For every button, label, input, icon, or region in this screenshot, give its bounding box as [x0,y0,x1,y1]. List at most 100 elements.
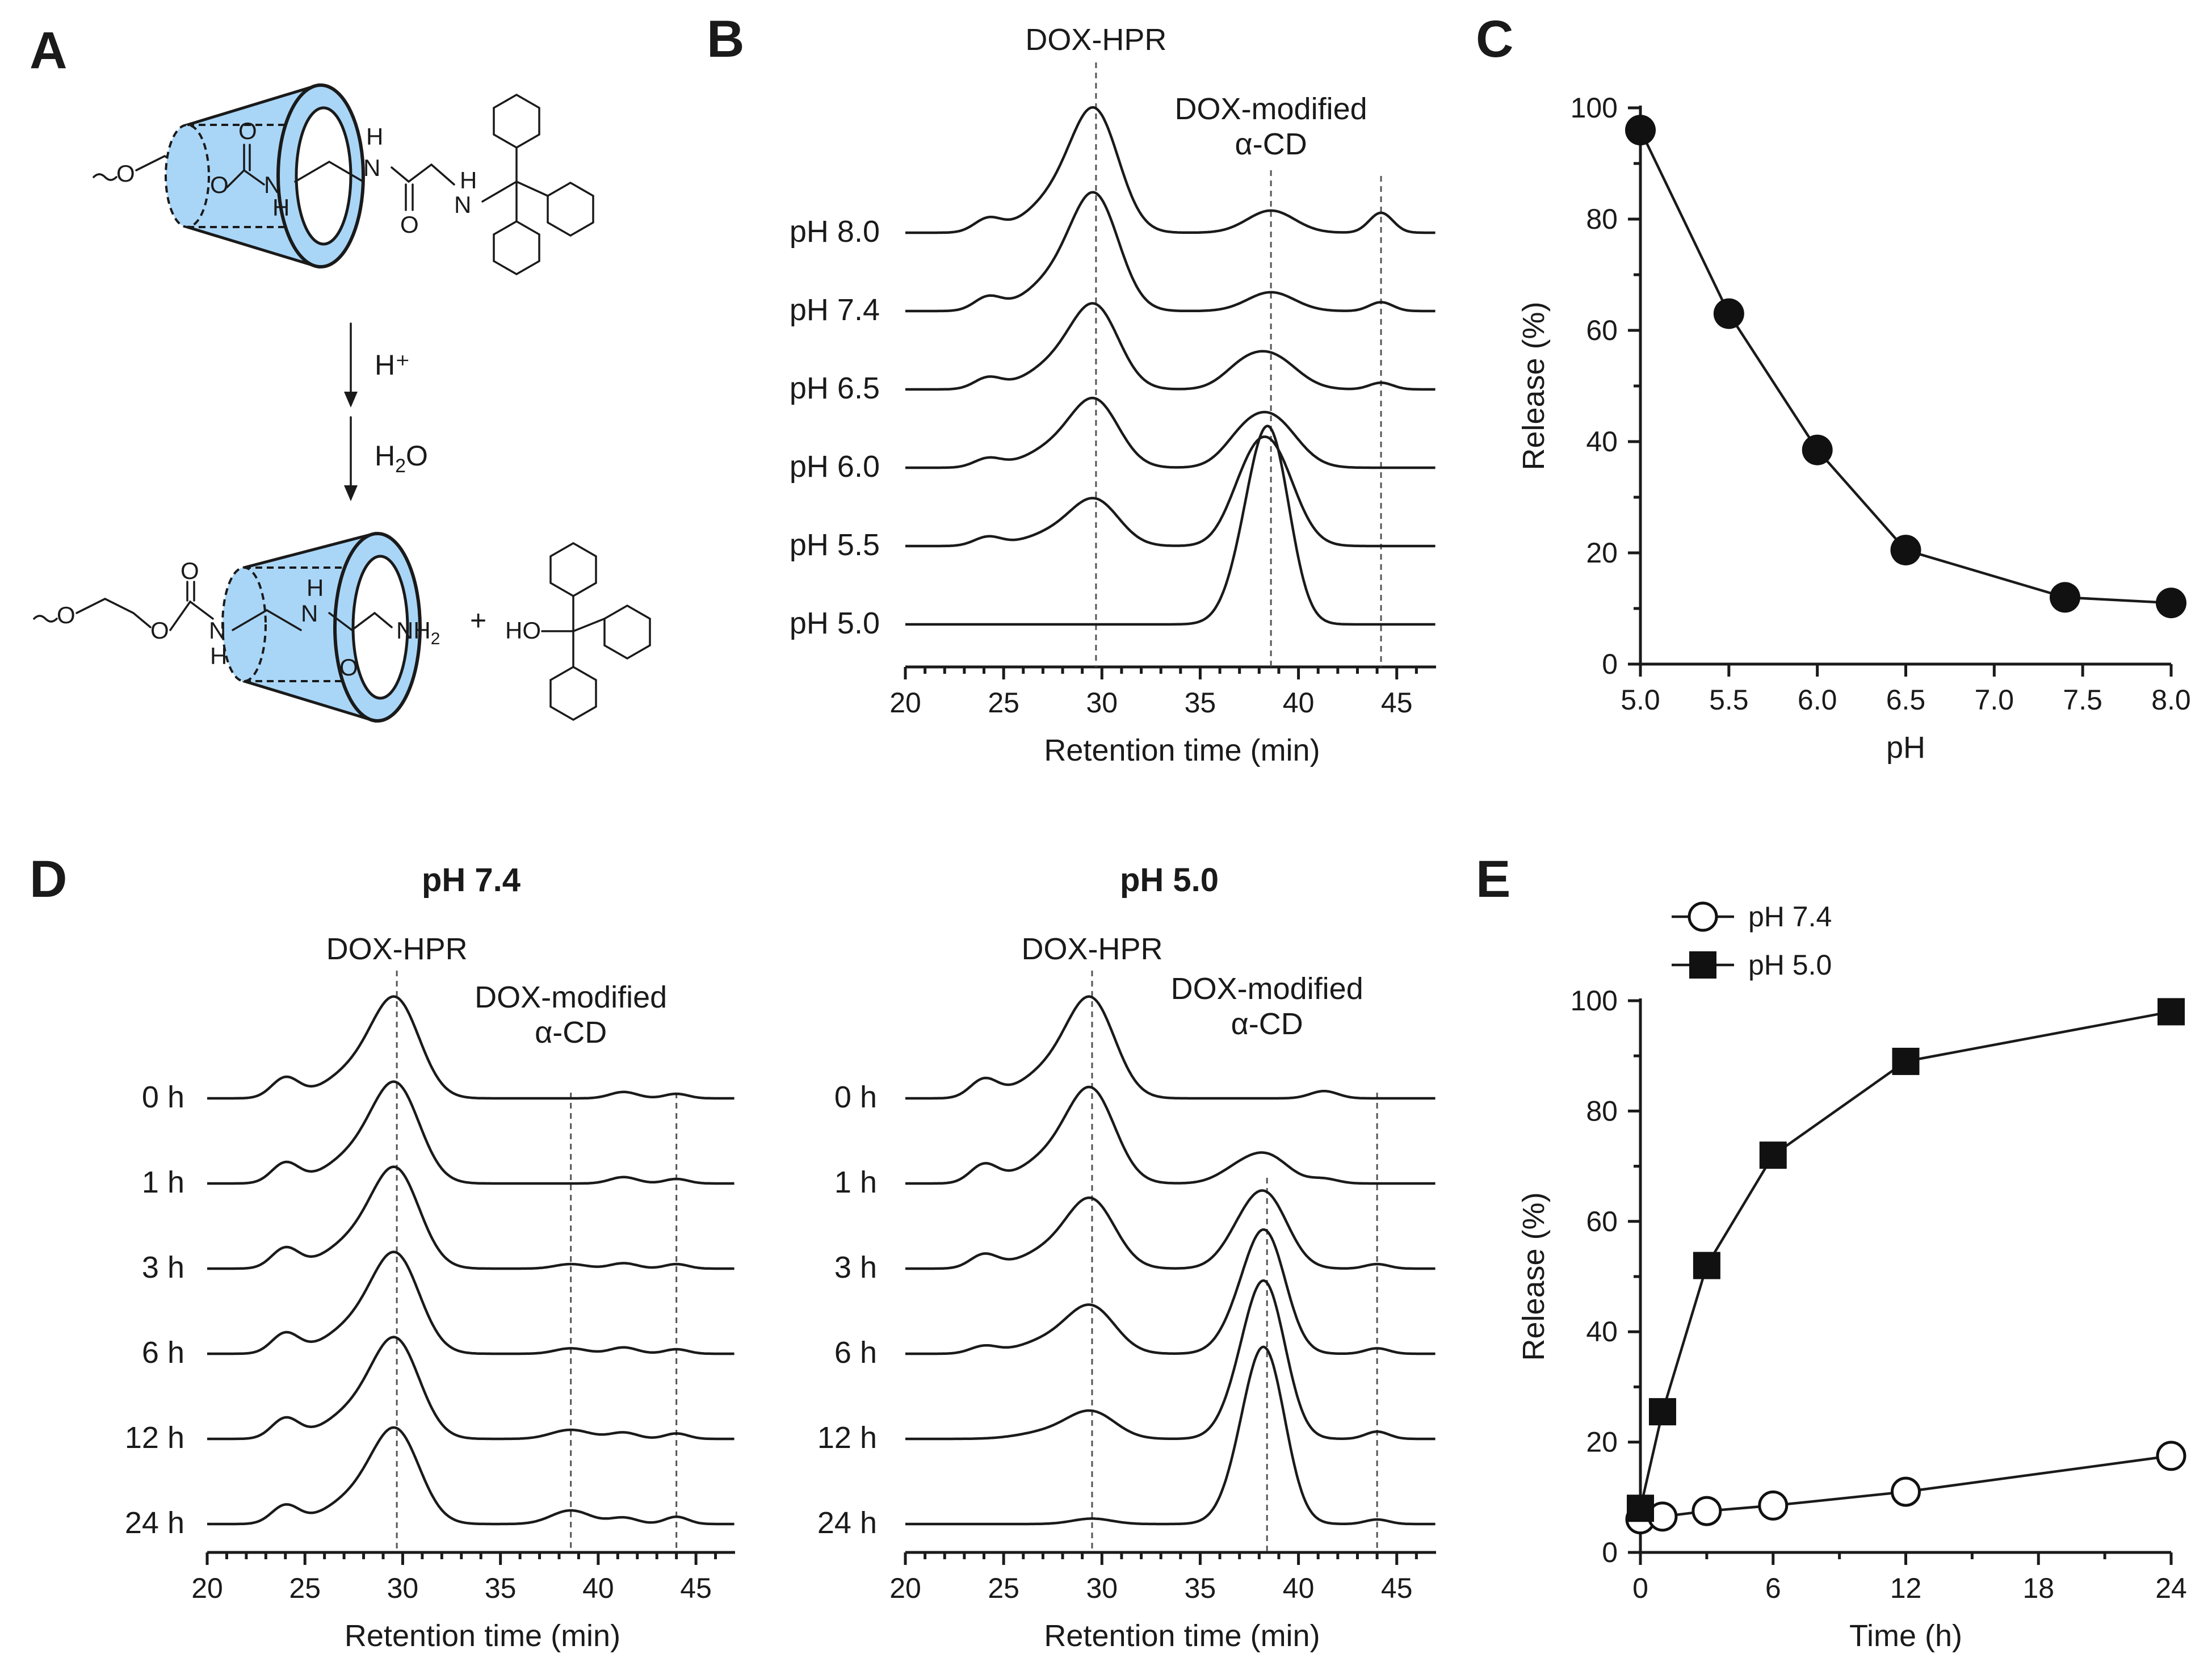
x-tick-label: 24 [2155,1572,2187,1604]
legend-marker [1688,901,1718,932]
data-point [1691,1496,1722,1526]
data-point [2156,1441,2186,1471]
wavy-bond-icon [93,173,117,181]
reagent-water: H2O [375,440,428,477]
trityl-alcohol-label: HO [505,617,541,644]
x-tick-label: 7.0 [1975,684,2014,716]
bottom-amide-bond [328,611,393,632]
data-point [1627,1495,1654,1522]
top-atom-o4: O [400,211,419,238]
trace-label: pH 6.0 [790,450,880,484]
chromatogram-trace [905,425,1436,626]
peak-label: DOX-HPR [1025,23,1166,57]
bottom-atom-h2: H [307,574,324,601]
x-tick-label: 7.5 [2063,684,2102,716]
x-tick-label: 35 [1185,1572,1216,1604]
y-tick-label: 80 [1586,1095,1618,1127]
trace-label: 24 h [817,1506,877,1540]
chromatogram-trace [207,995,734,1100]
chart-c-release-vs-ph: 0 20 40 60 80 100 5.0 5.5 6.0 6.5 7.0 7.5 8.0 pH Relea… [1517,92,2191,765]
peak-label: DOX-modified [1175,92,1367,126]
legend-marker [1689,951,1716,979]
y-axis-title: Release (%) [1517,1192,1551,1361]
plus-sign: + [470,605,486,636]
trace-label: pH 7.4 [790,293,880,327]
legend-label: pH 7.4 [1748,901,1832,933]
x-tick-label: 45 [680,1572,712,1604]
trityl-group-icon [493,93,594,276]
data-point [1759,1141,1787,1169]
wavy-bond-icon [33,615,58,623]
chromatogram-trace [905,1279,1436,1441]
y-tick-label: 20 [1586,1426,1618,1458]
bottom-ethylene-bond [232,608,302,631]
reaction-arrows: H⁺ H2O [344,322,428,501]
bottom-atom-n1: N [209,617,226,644]
chromatogram-trace [905,396,1436,469]
data-point [2050,582,2080,613]
trace-label: 24 h [125,1506,184,1540]
peak-label-line2: α-CD [535,1015,607,1050]
trace-label: 12 h [125,1421,184,1455]
data-point [2158,998,2185,1026]
data-point [1892,1047,1920,1075]
data-point [1693,1252,1720,1279]
x-tick-label: 40 [1283,1572,1315,1604]
x-tick-label: 8.0 [2151,684,2191,716]
top-trityl-bond [481,181,518,203]
x-axis-title: Time (h) [1849,1619,1962,1653]
chromatogram-trace [905,1228,1436,1355]
trace-label: 0 h [834,1080,877,1114]
x-tick-label: 35 [485,1572,517,1604]
y-tick-label: 100 [1571,985,1618,1017]
bottom-carbamate-bond [169,600,214,631]
x-tick-label: 20 [889,1572,921,1604]
bottom-atom-o2: O [150,617,169,644]
x-tick-label: 20 [889,687,921,719]
chart-d-right-hplc-time: 20 25 30 35 40 45 Retention time (min) DOX-HPR D… [817,932,1436,1653]
bottom-atom-o3: O [181,557,199,584]
data-point [2156,587,2186,619]
peak-label-line2: α-CD [1231,1007,1303,1041]
chromatogram-trace [207,1426,734,1526]
x-axis-title: Retention time (min) [345,1619,620,1653]
x-axis-title: Retention time (min) [1044,733,1320,767]
chromatogram-trace [207,1250,734,1355]
chart-d-right-title: pH 5.0 [1120,862,1219,899]
x-tick-label: 6.5 [1886,684,1926,716]
chromatogram-trace [905,302,1436,391]
trace-label: 3 h [834,1250,877,1285]
x-tick-label: 45 [1381,1572,1413,1604]
arrowhead-2 [344,485,358,501]
chart-b-hplc-vs-ph: 20 25 30 35 40 45 Retention time (min) DOX-HPR D… [790,23,1436,767]
top-atom-h1: H [272,194,289,221]
trace-label: pH 5.5 [790,528,880,562]
trityl-phenyls-icon [549,542,651,721]
peak-label-line2: α-CD [1235,127,1307,161]
panel-letter-d: D [30,850,67,908]
trityl-alcohol: HO [505,542,651,721]
panel-letter-b: B [707,10,744,68]
top-atom-n2: N [363,154,380,181]
x-tick-label: 12 [1890,1572,1922,1604]
data-point [1648,1398,1676,1426]
x-tick-label: 25 [289,1572,321,1604]
y-tick-label: 100 [1571,92,1618,124]
y-tick-label: 20 [1586,537,1618,569]
top-gly-bond [430,163,455,186]
x-tick-label: 6 [1765,1572,1781,1604]
x-tick-label: 45 [1381,687,1413,719]
top-atom-o1: O [116,160,135,187]
panel-letter-a: A [30,22,67,79]
x-tick-label: 18 [2022,1572,2054,1604]
x-tick-label: 40 [1283,687,1315,719]
panel-a-scheme: O O O N H H N O N [33,83,651,723]
top-ethylene-bond [294,160,364,183]
legend-label: pH 5.0 [1748,949,1832,981]
reagent-h-plus: H⁺ [375,349,410,381]
x-axis-title: pH [1886,731,1925,765]
trace-label: 0 h [142,1080,184,1114]
top-molecule: O O O N H H N O N [93,83,594,276]
chromatogram-trace [207,1165,734,1270]
chart-e-release-vs-time: 0 20 40 60 80 100 0 6 12 18 24 Time (h) Release (%) p… [1517,901,2187,1653]
